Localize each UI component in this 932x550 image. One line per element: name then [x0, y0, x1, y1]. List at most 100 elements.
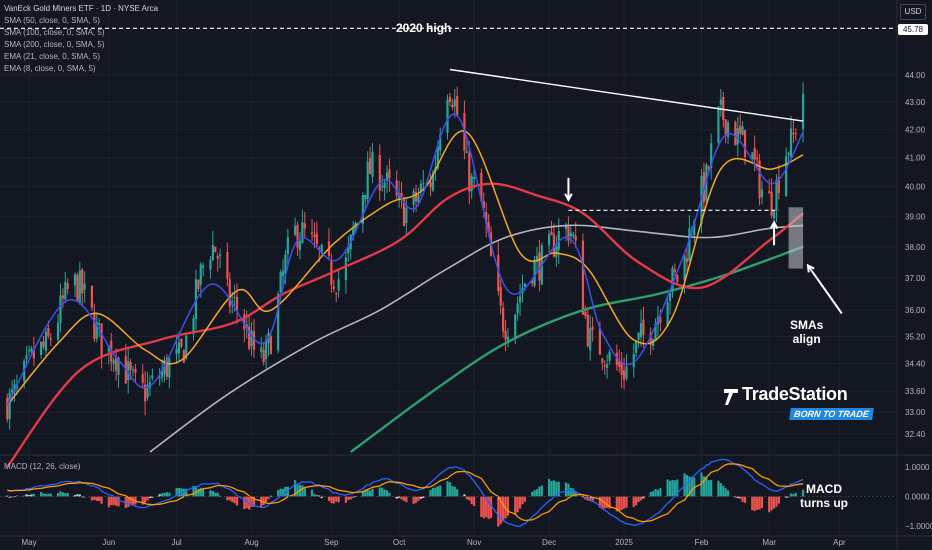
candle-body	[279, 271, 282, 292]
up-arrow-icon-head	[769, 220, 779, 229]
macd-histogram-bar	[267, 496, 270, 500]
macd-histogram-bar	[148, 496, 152, 499]
macd-histogram-bar	[388, 492, 391, 497]
candle-body	[487, 221, 490, 234]
macd-histogram-bar	[700, 472, 703, 497]
macd-histogram-bar	[635, 496, 638, 506]
candle-body	[64, 281, 67, 300]
macd-histogram-bar	[233, 496, 236, 504]
macd-histogram-bar	[252, 496, 256, 507]
macd-histogram-bar	[753, 496, 756, 512]
macd-histogram-bar	[117, 496, 120, 507]
macd-histogram-bar	[756, 496, 759, 510]
macd-histogram-bar	[463, 494, 466, 497]
candle-body	[177, 342, 181, 354]
candle-body	[27, 350, 31, 352]
candle-body	[659, 317, 662, 323]
candle-body	[93, 312, 96, 339]
candle-body	[671, 267, 674, 293]
currency-selector[interactable]: USD	[900, 4, 926, 20]
macd-histogram-bar	[385, 490, 389, 497]
candle-body	[6, 397, 9, 420]
price-axis-label: 40.00	[905, 183, 926, 192]
candle-body	[756, 157, 759, 160]
macd-histogram-bar	[707, 480, 710, 497]
macd-histogram-bar	[514, 496, 517, 515]
macd-histogram-bar	[228, 496, 231, 501]
candle-body	[76, 274, 79, 301]
macd-histogram-bar	[550, 481, 553, 497]
macd-histogram-bar	[743, 496, 747, 503]
macd-histogram-bar	[260, 496, 263, 508]
candle-body	[531, 280, 534, 284]
candle-body	[717, 106, 720, 143]
candle-body	[777, 176, 780, 194]
candle-body	[719, 99, 722, 105]
macd-histogram-bar	[371, 488, 374, 497]
candle-body	[473, 176, 476, 180]
macd-histogram-bar	[95, 496, 98, 502]
macd-histogram-bar	[337, 496, 340, 503]
macd-histogram-bar	[381, 487, 384, 497]
macd-histogram-bar	[572, 488, 575, 497]
candle-body	[180, 338, 183, 347]
legend-ema8[interactable]: EMA (8, close, 0, SMA, 5)	[4, 64, 96, 73]
smas-align-arrow-icon-head	[806, 263, 815, 273]
macd-histogram-bar	[489, 496, 493, 518]
candle-body	[693, 220, 696, 236]
macd-histogram-bar	[564, 482, 568, 497]
candle-body	[668, 292, 672, 301]
macd-histogram-bar	[32, 493, 35, 497]
macd-histogram-bar	[100, 496, 103, 504]
candle-body	[262, 349, 265, 363]
candle-body	[603, 365, 606, 367]
macd-histogram-bar	[497, 496, 500, 527]
candle-body	[344, 257, 348, 281]
macd-histogram-bar	[688, 476, 691, 497]
candle-body	[683, 254, 686, 281]
candle-body	[741, 126, 744, 135]
candle-body	[83, 283, 86, 290]
candle-body	[785, 156, 788, 197]
candle-body	[66, 283, 69, 289]
time-axis-label: Sep	[324, 538, 339, 547]
candle-body	[760, 189, 764, 198]
macd-histogram-bar	[760, 496, 764, 509]
candle-body	[144, 384, 147, 402]
candle-body	[129, 362, 132, 370]
candle-body	[165, 358, 169, 377]
price-axis-label: 39.00	[905, 212, 926, 221]
candle-body	[533, 259, 536, 286]
macd-histogram-bar	[286, 486, 289, 497]
time-axis-label: Feb	[695, 538, 709, 547]
macd-histogram-bar	[741, 496, 744, 502]
candle-body	[736, 127, 739, 145]
macd-group	[6, 458, 805, 528]
legend-sma50[interactable]: SMA (50, close, 0, SMA, 5)	[4, 16, 101, 25]
candle-body	[569, 232, 572, 236]
macd-histogram-bar	[535, 489, 539, 497]
macd-histogram-bar	[269, 495, 273, 497]
macd-axis-label: −1.0000	[905, 522, 932, 531]
macd-histogram-bar	[158, 494, 161, 497]
macd-histogram-bar	[40, 492, 43, 497]
candle-body	[127, 361, 130, 381]
macd-histogram-bar	[666, 479, 669, 497]
candle-body	[497, 254, 500, 292]
candle-body	[248, 326, 251, 349]
candle-body	[151, 375, 154, 379]
legend-sma200[interactable]: SMA (200, close, 0, SMA, 5)	[4, 40, 105, 49]
time-axis-label: Dec	[542, 538, 556, 547]
price-axis-label: 33.00	[905, 408, 926, 417]
legend-ema21[interactable]: EMA (21, close, 0, SMA, 5)	[4, 52, 101, 61]
macd-histogram-bar	[163, 492, 166, 497]
macd-histogram-bar	[245, 496, 248, 509]
smas-align-line1: SMAs	[790, 318, 824, 332]
macd-signal-line	[7, 463, 804, 523]
macd-histogram-bar	[13, 496, 16, 497]
macd-histogram-bar	[332, 496, 335, 504]
legend-sma100[interactable]: SMA (100, close, 0, SMA, 5)	[4, 28, 105, 37]
macd-histogram-bar	[402, 496, 406, 501]
macd-histogram-bar	[772, 496, 776, 509]
